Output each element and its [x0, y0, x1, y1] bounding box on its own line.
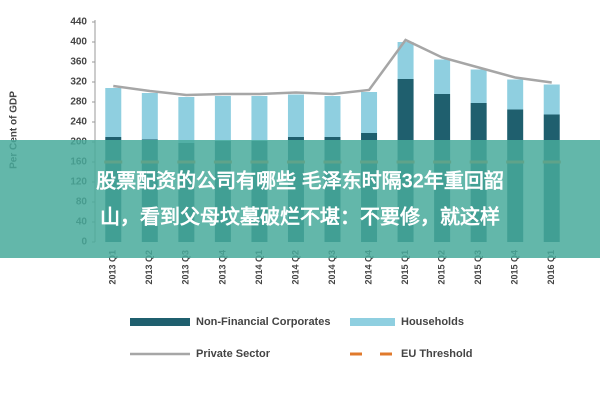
x-tick-label: 2016 Q1: [546, 250, 556, 285]
bar: [324, 96, 341, 137]
bar: [178, 97, 195, 143]
legend-label: Households: [401, 316, 464, 328]
x-tick-label: 2014 Q1: [254, 250, 264, 285]
bar: [141, 93, 158, 140]
x-tick-label: 2013 Q4: [217, 250, 227, 285]
x-tick-label: 2014 Q4: [363, 250, 373, 285]
line: [113, 38, 552, 97]
x-tick-label: 2013 Q3: [181, 250, 191, 285]
bar: [361, 92, 378, 133]
x-tick-label: 2015 Q4: [510, 250, 520, 285]
banner-text: 山，看到父母坟墓破烂不堪：不要修，就这样: [100, 204, 500, 228]
y-tick-label: 440: [70, 17, 87, 28]
legend-swatch: [350, 318, 395, 326]
bar: [470, 69, 487, 103]
x-tick-label: 2015 Q3: [473, 250, 483, 285]
x-tick-label: 2014 Q3: [327, 250, 337, 285]
legend-label: Non-Financial Corporates: [196, 316, 330, 328]
bar: [105, 88, 122, 137]
bar: [543, 84, 560, 115]
bar: [251, 96, 268, 141]
y-tick-label: 360: [70, 57, 87, 68]
banner: [0, 140, 600, 258]
bar: [507, 79, 524, 110]
bar: [434, 59, 451, 94]
x-tick-label: 2013 Q1: [108, 250, 118, 285]
x-tick-label: 2013 Q2: [144, 250, 154, 285]
y-tick-label: 320: [70, 77, 87, 88]
legend-label: Private Sector: [196, 348, 271, 360]
banner-text: 股票配资的公司有哪些 毛泽东时隔32年重回韶: [96, 168, 504, 192]
y-tick-label: 280: [70, 97, 87, 108]
bar: [287, 94, 304, 137]
legend-swatch: [130, 318, 190, 326]
y-tick-label: 400: [70, 37, 87, 48]
bar: [397, 42, 414, 79]
legend-label: EU Threshold: [401, 348, 473, 360]
x-tick-label: 2015 Q1: [400, 250, 410, 285]
bar: [214, 96, 231, 141]
x-tick-label: 2014 Q2: [290, 250, 300, 285]
y-axis-label: Per Cent of GDP: [9, 91, 20, 169]
y-tick-label: 240: [70, 117, 87, 128]
x-tick-label: 2015 Q2: [436, 250, 446, 285]
